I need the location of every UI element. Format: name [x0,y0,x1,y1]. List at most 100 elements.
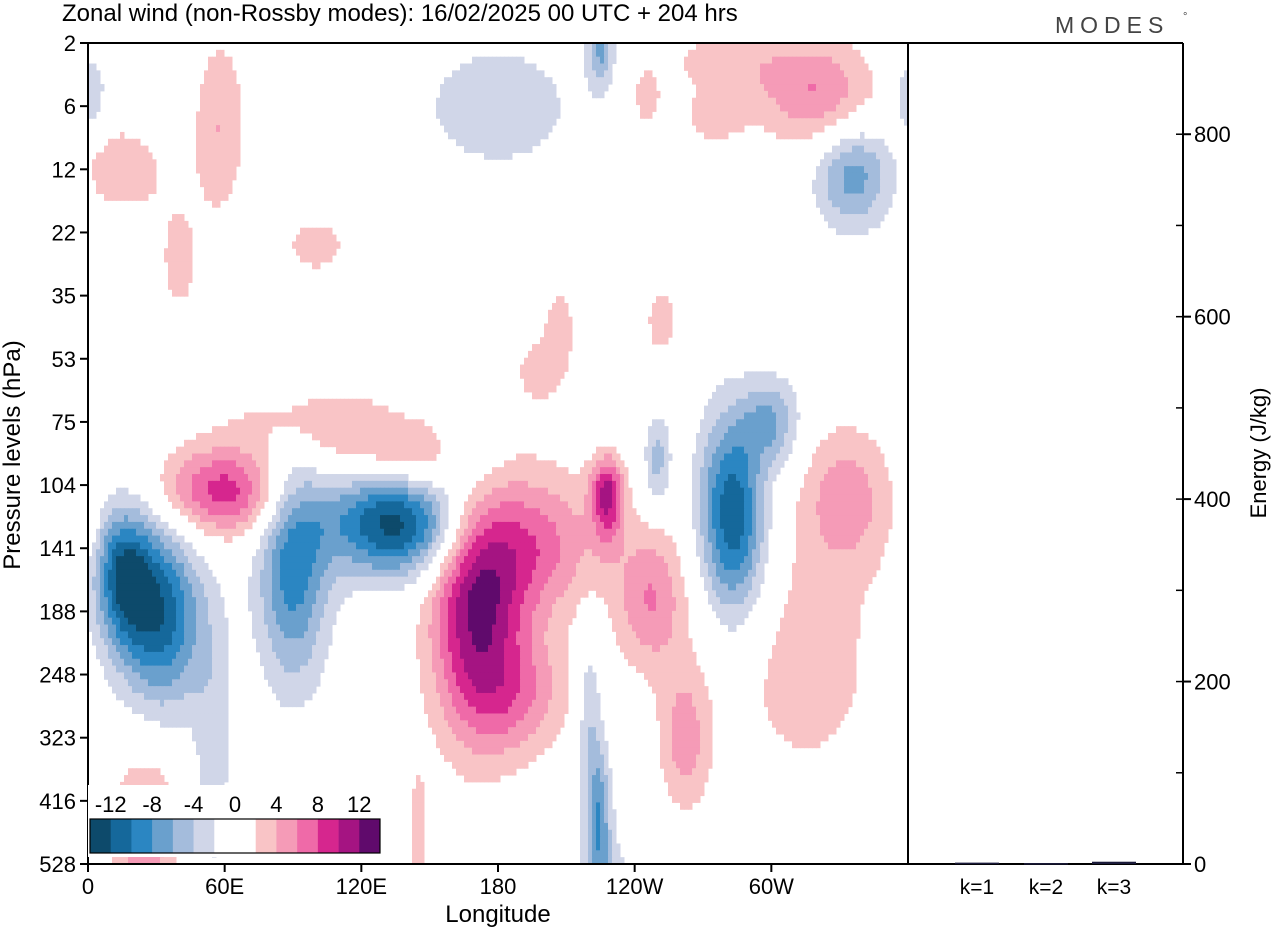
heatmap-cell [492,56,497,65]
heatmap-cell [744,371,749,379]
heatmap-cell [840,439,845,448]
heatmap-cell [716,474,721,482]
heatmap-cell [376,453,381,461]
heatmap-cell [808,70,813,78]
heatmap-cell [832,508,837,516]
heatmap-cell [148,172,153,181]
heatmap-cell [384,439,389,448]
heatmap-cell [452,542,457,550]
heatmap-cell [836,494,841,502]
heatmap-cell [140,172,145,181]
heatmap-cell [836,474,841,482]
heatmap-cell [796,97,801,106]
heatmap-cell [768,521,773,530]
heatmap-cell [284,562,289,571]
heatmap-cell [464,145,469,153]
heatmap-cell [212,131,217,140]
heatmap-cell [484,515,489,523]
heatmap-cell [280,556,285,564]
heatmap-cell [200,487,205,496]
heatmap-cell [240,528,245,537]
heatmap-cell [328,432,333,441]
heatmap-cell [784,453,789,461]
heatmap-cell [732,480,737,489]
heatmap-cell [832,549,837,557]
heatmap-cell [376,521,381,530]
heatmap-cell [844,186,849,195]
heatmap-cell [288,562,293,571]
heatmap-cell [420,562,425,571]
heatmap-cell [484,63,489,71]
heatmap-cell [652,480,657,489]
heatmap-cell [544,385,549,393]
heatmap-cell [484,84,489,92]
heatmap-cell [776,104,781,112]
heatmap-cell [812,97,817,106]
heatmap-cell [368,535,373,543]
heatmap-cell [700,97,705,106]
heatmap-cell [176,501,181,509]
heatmap-cell [880,179,885,188]
heatmap-cell [312,549,317,557]
heatmap-cell [132,501,137,509]
heatmap-cell [340,521,345,530]
heatmap-cell [452,131,457,140]
heatmap-cell [760,104,765,112]
heatmap-cell [840,207,845,215]
heatmap-cell [724,43,729,51]
heatmap-cell [204,152,209,160]
heatmap-cell [484,104,489,112]
heatmap-cell [500,474,505,482]
heatmap-cell [840,453,845,461]
heatmap-cell [872,439,877,448]
heatmap-cell [592,515,597,523]
heatmap-cell [852,535,857,543]
heatmap-cell [736,501,741,509]
heatmap-cell [764,63,769,71]
heatmap-cell [552,487,557,496]
heatmap-cell [660,446,665,454]
heatmap-cell [688,49,693,58]
heatmap-cell [824,179,829,188]
heatmap-cell [536,467,541,475]
heatmap-cell [824,70,829,78]
heatmap-cell [244,494,249,502]
heatmap-cell [528,480,533,489]
heatmap-cell [712,508,717,516]
heatmap-cell [860,480,865,489]
heatmap-cell [536,480,541,489]
heatmap-cell [872,446,877,454]
heatmap-cell [292,549,297,557]
heatmap-cell [92,97,97,106]
heatmap-cell [312,419,317,427]
heatmap-cell [388,412,393,420]
heatmap-cell [500,131,505,140]
heatmap-cell [180,275,185,283]
heatmap-cell [204,131,209,140]
heatmap-cell [636,515,641,523]
heatmap-cell [728,528,733,537]
heatmap-cell [436,542,441,550]
heatmap-cell [644,521,649,530]
heatmap-cell [228,453,233,461]
heatmap-cell [696,494,701,502]
heatmap-cell [228,125,233,133]
heatmap-cell [504,460,509,468]
heatmap-cell [220,172,225,181]
heatmap-cell [264,487,269,496]
heatmap-cell [308,562,313,571]
heatmap-cell [712,49,717,58]
heatmap-cell [560,542,565,550]
heatmap-cell [528,501,533,509]
heatmap-cell [712,104,717,112]
heatmap-cell [232,152,237,160]
heatmap-cell [784,77,789,85]
heatmap-cell [676,556,681,564]
heatmap-cell [208,131,213,140]
heatmap-cell [708,494,713,502]
heatmap-cell [696,43,701,51]
heatmap-cell [188,501,193,509]
heatmap-cell [828,207,833,215]
heatmap-cell [308,234,313,242]
heatmap-cell [508,480,513,489]
